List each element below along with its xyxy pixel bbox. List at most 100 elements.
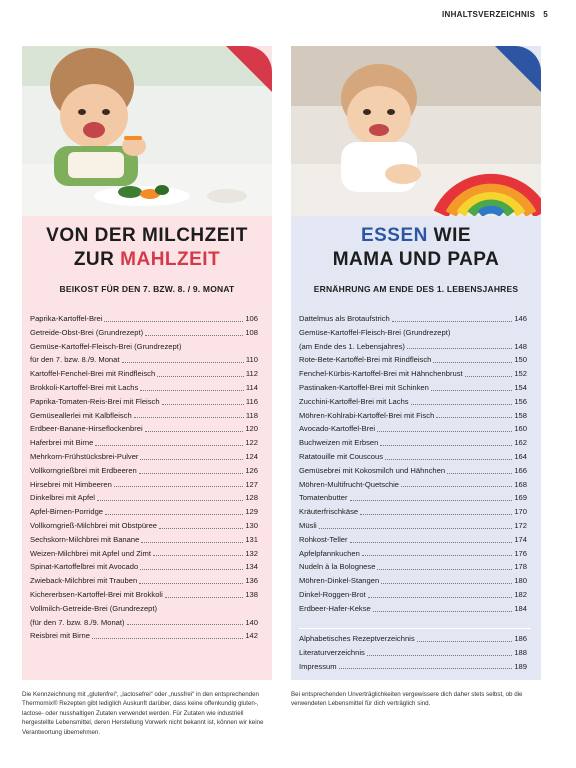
toc-entry[interactable]: Mehrkorn-Frühstücksbrei-Pulver 124 [30, 450, 258, 464]
toc-entry-page: 126 [245, 465, 258, 475]
toc-entry[interactable]: Apfel-Birnen-Porridge 129 [30, 505, 258, 519]
toc-entry[interactable]: Vollkorngrießbrei mit Erdbeeren 126 [30, 464, 258, 478]
toc-entry[interactable]: Dinkelbrei mit Apfel 128 [30, 491, 258, 505]
left-toc-list: Paprika-Kartoffel-Brei 106 Getreide-Obst-B… [30, 312, 258, 643]
toc-entry[interactable]: Erdbeer-Banane-Hirseflockenbrei 120 [30, 422, 258, 436]
leader-dots [433, 362, 513, 364]
toc-entry[interactable]: für den 7. bzw. 8./9. Monat 110 [30, 353, 258, 367]
toc-entry-title: Möhren-Dinkel-Stangen [299, 576, 380, 586]
toc-entry[interactable]: Gemüsebrei mit Kokosmilch und Hähnchen 16… [299, 464, 527, 478]
toc-entry[interactable]: (für den 7. bzw. 8./9. Monat) 140 [30, 616, 258, 630]
toc-entry[interactable]: Impressum 189 [299, 660, 527, 674]
toc-entry-page: 152 [514, 369, 527, 379]
toc-entry[interactable]: Literaturverzeichnis 188 [299, 646, 527, 660]
toc-entry-page: 110 [245, 355, 258, 365]
title-accent: ESSEN [360, 225, 428, 246]
toc-entry-title: Paprika-Tomaten-Reis-Brei mit Fleisch [30, 396, 160, 406]
toc-entry-page: 131 [245, 534, 258, 544]
toc-entry-page: 160 [514, 424, 527, 434]
toc-entry[interactable]: Gemüse-Kartoffel-Fleisch-Brei (Grundreze… [30, 340, 258, 354]
toc-entry-title: Müsli [299, 520, 317, 530]
left-chapter-card: VON DER MILCHZEIT ZUR MAHLZEIT BEIKOST F… [22, 46, 272, 680]
toc-entry-page: 129 [245, 507, 258, 517]
toc-entry-title: Tomatenbutter [299, 493, 348, 503]
toc-entry[interactable]: Möhren-Dinkel-Stangen 180 [299, 574, 527, 588]
toc-entry[interactable]: Möhren-Kohlrabi-Kartoffel-Brei mit Fisch… [299, 409, 527, 423]
toc-entry-page: 132 [245, 548, 258, 558]
toc-entry-page: 128 [245, 493, 258, 503]
toc-entry[interactable]: Haferbrei mit Birne 122 [30, 436, 258, 450]
leader-dots [104, 320, 244, 322]
toc-entry[interactable]: Alphabetisches Rezeptverzeichnis 186 [299, 632, 527, 646]
toc-entry[interactable]: Kichererbsen-Kartoffel-Brei mit Brokkoli… [30, 588, 258, 602]
leader-dots [95, 444, 244, 446]
toc-entry[interactable]: Brokkoli-Kartoffel-Brei mit Lachs 114 [30, 381, 258, 395]
toc-entry[interactable]: Hirsebrei mit Himbeeren 127 [30, 478, 258, 492]
toc-entry-page: 142 [245, 631, 258, 641]
toc-entry[interactable]: Vollmilch-Getreide-Brei (Grundrezept) [30, 602, 258, 616]
leader-dots [105, 513, 244, 515]
toc-entry[interactable]: Gemüse-Kartoffel-Fleisch-Brei (Grundreze… [299, 326, 527, 340]
toc-entry[interactable]: Nudeln à la Bolognese 178 [299, 560, 527, 574]
leader-dots [349, 500, 513, 502]
toc-entry-page: 150 [514, 355, 527, 365]
toc-entry[interactable]: Getreide-Obst-Brei (Grundrezept) 108 [30, 326, 258, 340]
toc-entry-page: 154 [514, 382, 527, 392]
leader-dots [126, 624, 244, 626]
toc-entry-page: 169 [514, 493, 527, 503]
toc-entry[interactable]: Avocado-Kartoffel-Brei 160 [299, 422, 527, 436]
toc-entry[interactable]: Kartoffel-Fenchel-Brei mit Rindfleisch 11… [30, 367, 258, 381]
leader-dots [145, 334, 244, 336]
toc-entry-page: 108 [245, 327, 258, 337]
toc-entry[interactable]: Müsli 172 [299, 519, 527, 533]
toc-entry[interactable]: Paprika-Tomaten-Reis-Brei mit Fleisch 116 [30, 395, 258, 409]
toc-entry[interactable]: Kräuterfrischkäse 170 [299, 505, 527, 519]
title-rest: WIE [427, 225, 472, 246]
toc-entry[interactable]: Rohkost-Teller 174 [299, 533, 527, 547]
toc-entry[interactable]: Dinkel-Roggen-Brot 182 [299, 588, 527, 602]
toc-entry[interactable]: Gemüseallerlei mit Kalbfleisch 118 [30, 409, 258, 423]
toc-entry[interactable]: Buchweizen mit Erbsen 162 [299, 436, 527, 450]
title-line-2: ZUR MAHLZEIT [22, 248, 272, 272]
toc-entry-title: Gemüse-Kartoffel-Fleisch-Brei (Grundreze… [299, 327, 451, 337]
toc-entry[interactable]: Zwieback-Milchbrei mit Trauben 136 [30, 574, 258, 588]
baby-eating-photo [22, 46, 272, 216]
toc-entry[interactable]: Apfelpfannkuchen 176 [299, 547, 527, 561]
right-chapter-subtitle: ERNÄHRUNG AM ENDE DES 1. LEBENSJAHRES [313, 284, 519, 294]
toc-entry-title: Kräuterfrischkäse [299, 507, 359, 517]
leader-dots [360, 513, 513, 515]
right-chapter-card: ESSEN WIE MAMA UND PAPA ERNÄHRUNG AM END… [291, 46, 541, 680]
toc-entry-page: 136 [245, 576, 258, 586]
toc-entry-title: Zucchini-Kartoffel-Brei mit Lachs [299, 396, 409, 406]
toc-entry[interactable]: Dattelmus als Brotaufstrich 146 [299, 312, 527, 326]
toc-entry-title: Sechskorn-Milchbrei mit Banane [30, 534, 140, 544]
toc-entry[interactable]: Zucchini-Kartoffel-Brei mit Lachs 156 [299, 395, 527, 409]
toc-entry-title: Vollkorngrießbrei mit Erdbeeren [30, 465, 137, 475]
toc-entry[interactable]: Weizen-Milchbrei mit Apfel und Zimt 132 [30, 547, 258, 561]
toc-entry-title: Vollkorngrieß-Milchbrei mit Obstpüree [30, 520, 158, 530]
leader-dots [91, 638, 244, 640]
toc-entry[interactable]: Fenchel-Kürbis-Kartoffel-Brei mit Hähnch… [299, 367, 527, 381]
toc-entry-title: Zwieback-Milchbrei mit Trauben [30, 576, 138, 586]
toc-entry[interactable]: Vollkorngrieß-Milchbrei mit Obstpüree 130 [30, 519, 258, 533]
toc-entry[interactable]: Paprika-Kartoffel-Brei 106 [30, 312, 258, 326]
leader-dots [121, 362, 244, 364]
toc-entry[interactable]: Sechskorn-Milchbrei mit Banane 131 [30, 533, 258, 547]
toc-entry-page: 182 [514, 589, 527, 599]
toc-entry[interactable]: Reisbrei mit Birne 142 [30, 629, 258, 643]
leader-dots [338, 668, 513, 670]
leader-dots [377, 569, 513, 571]
toc-entry[interactable]: Rote-Bete-Kartoffel-Brei mit Rindfleisch… [299, 353, 527, 367]
toc-entry-page: 162 [514, 438, 527, 448]
leader-dots [113, 486, 244, 488]
toc-entry-page: 180 [514, 576, 527, 586]
toc-entry[interactable]: Tomatenbutter 169 [299, 491, 527, 505]
toc-entry[interactable]: Spinat-Kartoffelbrei mit Avocado 134 [30, 560, 258, 574]
toc-entry[interactable]: Ratatouille mit Couscous 164 [299, 450, 527, 464]
toc-entry-title: Avocado-Kartoffel-Brei [299, 424, 376, 434]
toc-entry[interactable]: (am Ende des 1. Lebensjahres) 148 [299, 340, 527, 354]
toc-entry[interactable]: Möhren-Multifrucht-Quetschie 168 [299, 478, 527, 492]
toc-entry[interactable]: Pastinaken-Kartoffel-Brei mit Schinken 15… [299, 381, 527, 395]
toc-entry[interactable]: Erdbeer-Hafer-Kekse 184 [299, 602, 527, 616]
toc-entry-page: 140 [245, 617, 258, 627]
